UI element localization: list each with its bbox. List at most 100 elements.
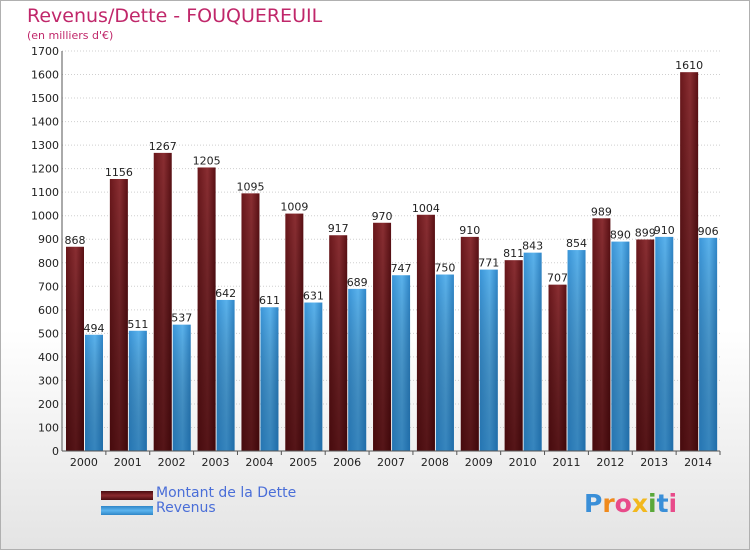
x-tick-label: 2003	[202, 456, 230, 469]
y-tick-label: 1100	[31, 186, 59, 199]
logo-letter: r	[602, 489, 615, 518]
y-tick-label: 1600	[31, 69, 59, 82]
y-tick-label: 500	[38, 327, 59, 340]
x-tick-label: 2000	[70, 456, 98, 469]
x-tick-label: 2014	[684, 456, 712, 469]
bar-debt	[504, 260, 523, 451]
data-label-revenue: 854	[566, 237, 587, 250]
bar-revenue	[567, 250, 586, 451]
logo-letter: t	[656, 489, 669, 518]
bar-revenue	[128, 330, 147, 451]
y-tick-label: 800	[38, 257, 59, 270]
proxiti-logo: Proxiti	[584, 489, 677, 518]
x-tick-label: 2001	[114, 456, 142, 469]
data-label-revenue: 689	[347, 276, 368, 289]
bar-debt	[636, 239, 655, 451]
y-tick-label: 1300	[31, 139, 59, 152]
y-tick-label: 1200	[31, 163, 59, 176]
data-label-debt: 1205	[193, 154, 221, 167]
data-label-debt: 917	[328, 222, 349, 235]
bar-debt	[680, 72, 699, 452]
y-tick-label: 100	[38, 421, 59, 434]
x-tick-label: 2013	[640, 456, 668, 469]
logo-letter: x	[631, 489, 648, 518]
bar-debt	[592, 218, 611, 451]
data-label-revenue: 511	[127, 318, 148, 331]
data-label-debt: 1004	[412, 202, 440, 215]
bar-revenue	[699, 237, 718, 451]
data-label-debt: 1267	[149, 140, 177, 153]
data-label-debt: 899	[635, 226, 656, 239]
data-label-revenue: 631	[303, 290, 324, 303]
x-tick-label: 2007	[377, 456, 405, 469]
x-tick-label: 2008	[421, 456, 449, 469]
x-tick-label: 2004	[245, 456, 273, 469]
x-tick-label: 2011	[552, 456, 580, 469]
data-label-debt: 707	[547, 272, 568, 285]
y-tick-label: 700	[38, 280, 59, 293]
data-label-revenue: 611	[259, 294, 280, 307]
data-label-revenue: 906	[698, 225, 719, 238]
data-label-debt: 970	[372, 210, 393, 223]
y-tick-label: 1700	[31, 45, 59, 58]
data-label-revenue: 750	[434, 262, 455, 275]
legend-label-debt: Montant de la Dette	[156, 485, 297, 501]
x-tick-label: 2010	[509, 456, 537, 469]
y-tick-label: 1400	[31, 116, 59, 129]
bar-debt	[416, 214, 435, 451]
data-label-debt: 1156	[105, 166, 133, 179]
logo-letter: o	[614, 489, 632, 518]
bar-debt	[109, 179, 128, 451]
y-tick-label: 900	[38, 233, 59, 246]
bar-revenue	[479, 269, 498, 451]
logo-letter: P	[584, 489, 603, 518]
y-tick-label: 0	[52, 445, 59, 458]
data-label-revenue: 494	[84, 322, 105, 335]
bar-revenue	[348, 288, 367, 451]
bar-debt	[66, 246, 84, 451]
data-label-debt: 811	[503, 247, 524, 260]
y-tick-label: 1000	[31, 210, 59, 223]
data-label-revenue: 890	[610, 229, 631, 242]
data-label-revenue: 537	[171, 312, 192, 325]
bar-debt	[241, 193, 260, 451]
bar-debt	[460, 236, 479, 451]
x-tick-label: 2002	[158, 456, 186, 469]
bar-revenue	[611, 241, 630, 451]
data-label-debt: 1095	[236, 180, 264, 193]
logo-letter: i	[648, 489, 657, 518]
bar-debt	[373, 222, 392, 451]
bar-revenue	[172, 324, 191, 451]
x-tick-label: 2006	[333, 456, 361, 469]
y-tick-label: 1500	[31, 92, 59, 105]
bar-revenue	[85, 334, 103, 451]
data-label-revenue: 642	[215, 287, 236, 300]
y-tick-label: 600	[38, 304, 59, 317]
data-label-debt: 1009	[280, 201, 308, 214]
x-tick-label: 2005	[289, 456, 317, 469]
legend-swatch-debt	[101, 491, 153, 500]
data-label-revenue: 910	[654, 224, 675, 237]
x-tick-label: 2012	[596, 456, 624, 469]
data-label-debt: 989	[591, 205, 612, 218]
data-label-revenue: 747	[391, 262, 412, 275]
bar-revenue	[304, 302, 323, 451]
data-label-revenue: 843	[522, 240, 543, 253]
data-label-debt: 1610	[675, 59, 703, 72]
data-label-debt: 868	[65, 234, 86, 247]
bar-revenue	[523, 252, 542, 451]
bar-debt	[329, 235, 348, 451]
bar-revenue	[216, 299, 235, 451]
legend-label-revenue: Revenus	[156, 500, 216, 516]
chart-title: Revenus/Dette - FOUQUEREUIL	[27, 5, 323, 27]
y-tick-label: 300	[38, 374, 59, 387]
chart-subtitle: (en milliers d'€)	[27, 29, 114, 42]
x-tick-label: 2009	[465, 456, 493, 469]
bar-revenue	[655, 236, 674, 451]
bar-revenue	[392, 275, 411, 451]
bar-debt	[285, 213, 304, 451]
bar-revenue	[260, 307, 279, 451]
y-tick-label: 200	[38, 398, 59, 411]
